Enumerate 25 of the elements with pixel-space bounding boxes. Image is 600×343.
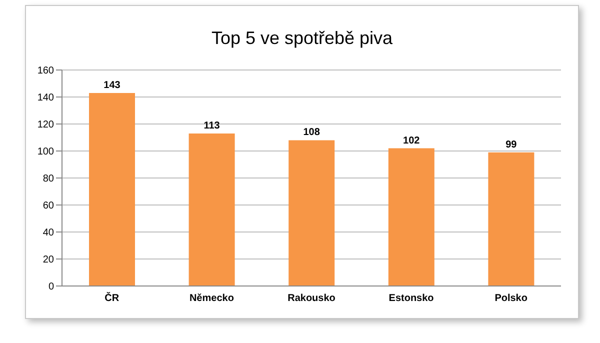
y-tick-label: 80 <box>42 174 54 185</box>
data-label: 99 <box>506 139 518 150</box>
data-label: 108 <box>303 127 320 138</box>
y-tick-label: 60 <box>42 200 54 212</box>
y-tick-label: 0 <box>48 282 54 293</box>
data-label: 113 <box>204 120 220 132</box>
x-tick-label: Rakousko <box>288 293 336 304</box>
bar <box>288 140 335 286</box>
y-tick-label: 120 <box>37 120 54 131</box>
chart-title: Top 5 ve spotřebě piva <box>210 28 394 49</box>
x-tick-label: Estonsko <box>388 293 434 304</box>
y-tick-label: 20 <box>42 254 54 266</box>
bar <box>188 133 235 286</box>
x-tick-label: Polsko <box>494 293 528 304</box>
data-label: 143 <box>104 80 121 91</box>
y-tick-label: 100 <box>37 146 54 158</box>
bar <box>488 152 534 286</box>
y-tick-label: 40 <box>42 228 54 239</box>
bar <box>388 148 434 286</box>
x-tick-label: Německo <box>189 293 234 304</box>
y-tick-label: 160 <box>37 66 54 77</box>
y-tick-label: 140 <box>37 92 54 104</box>
x-tick-label: ČR <box>104 292 120 304</box>
bar <box>89 92 135 286</box>
data-label: 102 <box>403 135 420 146</box>
